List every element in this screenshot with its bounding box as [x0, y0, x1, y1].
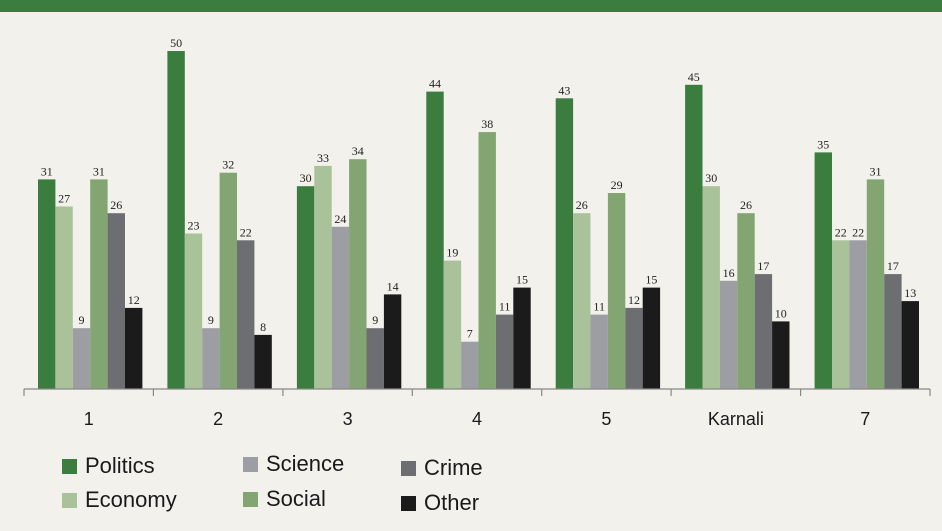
bar-politics-2 [167, 51, 185, 389]
bar-science-karnali [719, 280, 738, 389]
data-label-crime-4: 11 [499, 300, 511, 314]
data-label-social-2: 32 [222, 158, 234, 172]
bar-crime-3 [366, 328, 384, 389]
bar-science-2 [202, 328, 220, 389]
data-label-science-4: 7 [467, 327, 473, 341]
bar-politics-karnali [685, 84, 703, 390]
data-label-politics-2: 50 [170, 36, 182, 50]
data-label-economy-1: 27 [58, 192, 70, 206]
bar-other-5 [642, 287, 661, 389]
data-label-other-karnali: 10 [775, 306, 787, 320]
bar-crime-karnali [754, 274, 773, 389]
data-label-social-3: 34 [352, 144, 364, 158]
data-label-crime-1: 26 [110, 198, 122, 212]
bar-economy-7 [832, 240, 850, 389]
bar-group [38, 51, 919, 390]
x-tick-label-karnali: Karnali [708, 409, 764, 429]
bar-science-3 [331, 226, 350, 389]
bar-social-4 [478, 132, 496, 389]
bar-other-2 [254, 334, 272, 389]
data-label-science-7: 22 [852, 225, 864, 239]
data-label-economy-karnali: 30 [705, 171, 717, 185]
bar-crime-4 [495, 314, 514, 389]
data-label-group: 31 27 9 31 26 12 50 23 9 32 22 8 30 33 24 34 9 14 44 19 7 38 1… [41, 36, 917, 341]
bar-crime-7 [884, 274, 902, 389]
data-label-social-4: 38 [481, 117, 493, 131]
data-label-other-4: 15 [516, 273, 528, 287]
bar-politics-1 [38, 179, 56, 389]
data-label-economy-4: 19 [446, 246, 458, 260]
data-label-social-1: 31 [93, 164, 105, 178]
x-axis: 1 2 3 4 5 Karnali 7 [23, 388, 931, 429]
data-label-science-2: 9 [208, 313, 214, 327]
bar-social-1 [90, 179, 108, 389]
bar-science-4 [461, 341, 479, 389]
bar-other-3 [383, 294, 402, 389]
data-label-economy-2: 23 [188, 219, 200, 233]
bar-social-5 [607, 193, 626, 389]
data-label-crime-karnali: 17 [757, 259, 769, 273]
x-tick-label-1: 1 [84, 409, 94, 429]
data-label-economy-3: 33 [317, 151, 329, 165]
data-label-politics-7: 35 [817, 137, 829, 151]
bar-politics-7 [814, 152, 832, 389]
data-label-politics-4: 44 [429, 77, 441, 91]
data-label-politics-1: 31 [41, 164, 53, 178]
bar-crime-2 [237, 240, 255, 389]
top-accent-rule [0, 0, 942, 12]
bar-science-7 [849, 240, 867, 389]
data-label-other-3: 14 [387, 279, 399, 293]
bar-science-1 [72, 328, 91, 389]
bar-economy-1 [55, 206, 73, 389]
data-label-politics-5: 43 [558, 83, 570, 97]
bar-politics-4 [426, 91, 444, 389]
data-label-economy-7: 22 [835, 225, 847, 239]
x-tick-label-4: 4 [472, 409, 482, 429]
bar-social-karnali [737, 213, 755, 389]
bar-economy-3 [314, 165, 332, 389]
data-label-science-3: 24 [334, 212, 346, 226]
bar-economy-4 [443, 260, 462, 389]
data-label-science-5: 11 [593, 300, 605, 314]
bar-other-karnali [772, 321, 790, 389]
bar-politics-5 [555, 98, 574, 390]
data-label-other-5: 15 [645, 273, 657, 287]
bar-politics-3 [296, 186, 315, 389]
data-label-crime-5: 12 [628, 293, 640, 307]
x-tick-label-5: 5 [601, 409, 611, 429]
data-label-politics-karnali: 45 [688, 70, 700, 84]
data-label-crime-7: 17 [887, 259, 899, 273]
bar-other-4 [513, 287, 531, 389]
data-label-economy-5: 26 [576, 198, 588, 212]
x-tick-label-3: 3 [343, 409, 353, 429]
bar-social-2 [219, 172, 237, 389]
data-label-politics-3: 30 [300, 171, 312, 185]
bar-economy-karnali [702, 186, 720, 389]
bar-social-3 [349, 159, 367, 389]
data-label-crime-2: 22 [240, 225, 252, 239]
data-label-other-1: 12 [128, 293, 140, 307]
data-label-science-1: 9 [79, 313, 85, 327]
bar-other-7 [901, 301, 919, 389]
bar-crime-5 [625, 307, 643, 389]
bar-economy-5 [573, 213, 591, 389]
x-tick-label-2: 2 [213, 409, 223, 429]
bar-science-5 [590, 314, 608, 389]
bar-crime-1 [107, 213, 125, 389]
data-label-other-7: 13 [904, 286, 916, 300]
data-label-crime-3: 9 [372, 313, 378, 327]
data-label-social-7: 31 [870, 164, 882, 178]
data-label-social-5: 29 [611, 178, 623, 192]
data-label-other-2: 8 [260, 320, 266, 334]
bar-economy-2 [184, 233, 203, 389]
x-tick-label-7: 7 [860, 409, 870, 429]
data-label-science-karnali: 16 [723, 266, 735, 280]
bar-social-7 [866, 179, 885, 389]
data-label-social-karnali: 26 [740, 198, 752, 212]
bar-other-1 [125, 307, 143, 389]
